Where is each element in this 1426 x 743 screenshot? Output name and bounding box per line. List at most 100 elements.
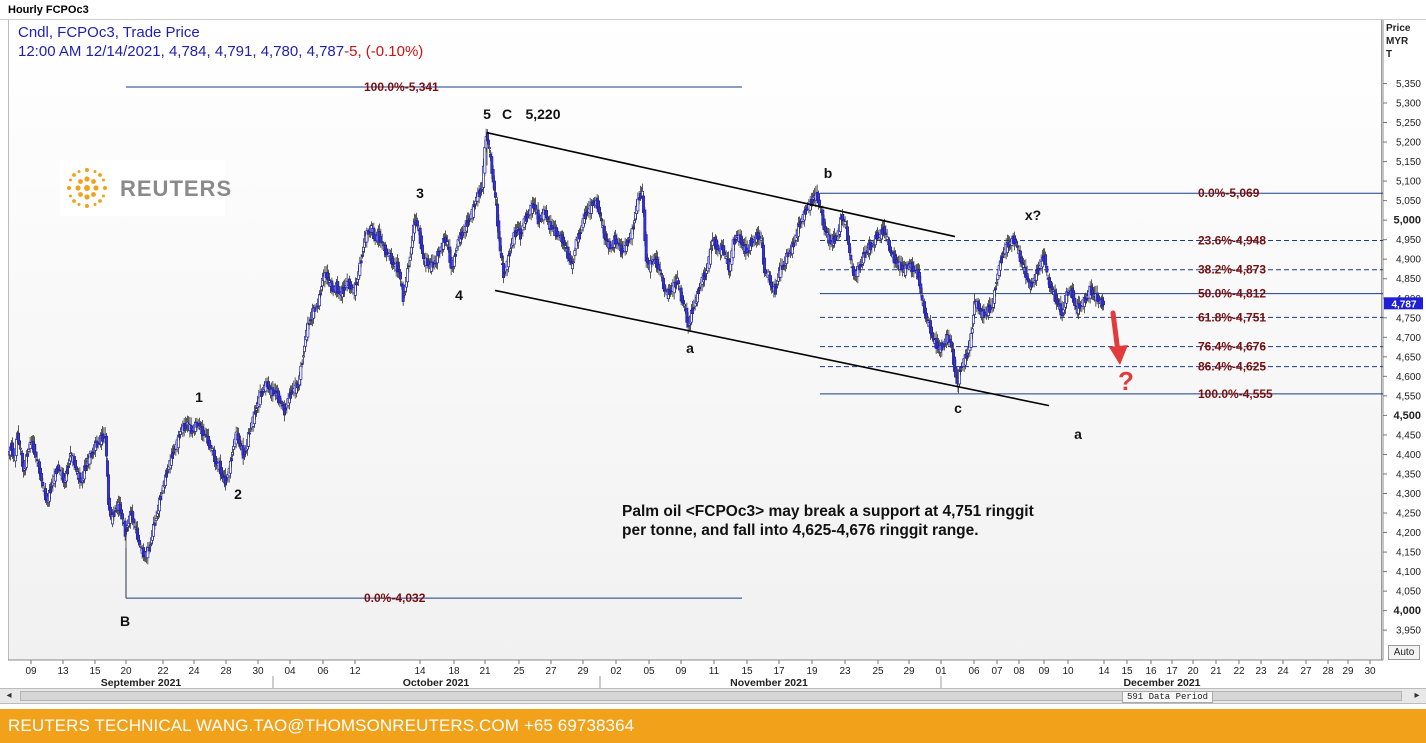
candle-body	[1051, 287, 1054, 290]
candle-body	[249, 428, 252, 430]
candle-body	[454, 253, 457, 257]
candle-body	[239, 443, 242, 447]
candle-body	[508, 253, 511, 257]
candle-body	[773, 283, 777, 295]
candle-body	[534, 204, 537, 210]
candle-body	[488, 147, 491, 149]
time-axis-label: 12	[349, 666, 361, 677]
candle-body	[487, 139, 490, 145]
fib-label-right: 61.8%-4,751	[1198, 310, 1266, 324]
candle-body	[993, 289, 996, 304]
axis-header-unit: T	[1386, 49, 1393, 60]
candle-body	[520, 232, 523, 234]
candle-body	[319, 293, 322, 296]
candle-body	[160, 492, 164, 495]
candle-body	[818, 199, 821, 206]
candle-body	[600, 218, 603, 222]
chart-legend-values: 12:00 AM 12/14/2021, 4,784, 4,791, 4,780…	[18, 43, 423, 60]
month-label: December 2021	[1123, 677, 1200, 689]
price-axis-label: 5,250	[1396, 118, 1421, 129]
candle-body	[677, 280, 680, 285]
time-axis-label: 14	[414, 666, 426, 677]
candle-body	[1044, 254, 1047, 266]
month-label: November 2021	[730, 677, 808, 689]
scroll-thumb[interactable]	[20, 691, 1402, 701]
candle-body	[380, 241, 384, 244]
price-axis-label: 5,350	[1396, 79, 1421, 90]
price-axis-label: 4,900	[1396, 255, 1421, 266]
month-label: October 2021	[403, 677, 470, 689]
candle-body	[40, 473, 43, 482]
time-axis-label: 21	[479, 666, 491, 677]
last-price-marker	[1384, 297, 1423, 310]
fib-label-right: 0.0%-5,069	[1198, 186, 1260, 200]
wave-label: b	[824, 165, 833, 181]
candle-body	[358, 263, 362, 276]
candle-body	[41, 482, 45, 486]
fib-label-right: 76.4%-4,676	[1198, 340, 1266, 354]
time-axis-label: 30	[1364, 666, 1376, 677]
candle-body	[926, 319, 930, 321]
candle-body	[152, 524, 155, 537]
candle-body	[1102, 300, 1105, 306]
candle-body	[724, 256, 728, 259]
candle-body	[154, 517, 158, 521]
footer-text: REUTERS TECHNICAL WANG.TAO@THOMSONREUTER…	[8, 716, 635, 735]
candle-body	[572, 261, 575, 263]
candle-body	[299, 365, 303, 380]
time-scrollbar[interactable]: ◂ ▸	[0, 688, 1426, 704]
candle-body	[449, 256, 453, 269]
candle-body	[842, 219, 846, 222]
time-axis-label: 20	[120, 666, 132, 677]
candle-body	[972, 314, 975, 325]
candle-body	[113, 510, 117, 512]
footer-banner: REUTERS TECHNICAL WANG.TAO@THOMSONREUTER…	[0, 709, 1426, 743]
time-axis-label: 13	[57, 666, 69, 677]
candle-body	[792, 242, 795, 248]
time-axis-label: 28	[1322, 666, 1334, 677]
time-axis-label: 24	[1277, 666, 1289, 677]
fib-label-right: 86.4%-4,625	[1198, 360, 1266, 374]
candle-body	[306, 322, 310, 338]
candle-body	[500, 252, 503, 259]
chart-frame[interactable]	[8, 20, 1382, 660]
candle-body	[57, 464, 60, 471]
candle-body	[498, 237, 502, 252]
candle-body	[406, 268, 409, 283]
time-axis-label: 15	[89, 666, 101, 677]
wave-label: a	[1074, 426, 1082, 442]
time-axis-label: 04	[284, 666, 296, 677]
price-axis-label: 4,950	[1396, 235, 1421, 246]
candle-body	[455, 247, 459, 251]
time-axis-label: 29	[903, 666, 915, 677]
wave-label: c	[954, 400, 962, 416]
price-axis-label: 4,350	[1396, 469, 1421, 480]
last-price-label: 4,787	[1391, 299, 1416, 310]
time-axis-label: 23	[839, 666, 851, 677]
time-axis-label: 01	[935, 666, 947, 677]
price-axis-label: 4,050	[1396, 587, 1421, 598]
wave-label: 4	[455, 287, 463, 303]
time-axis-label: 06	[968, 666, 980, 677]
candle-body	[723, 251, 727, 256]
candle-body	[1037, 268, 1040, 271]
time-axis-label: 24	[188, 666, 200, 677]
chart-legend-series: Cndl, FCPOc3, Trade Price	[18, 24, 200, 41]
reuters-logo-text: REUTERS	[120, 176, 233, 201]
candle-body	[331, 285, 335, 293]
price-axis-label: 5,050	[1396, 196, 1421, 207]
candle-body	[166, 470, 169, 473]
scroll-right-icon[interactable]: ▸	[1414, 690, 1420, 701]
fib-label-right: 23.6%-4,948	[1198, 233, 1266, 247]
candle-body	[650, 260, 654, 265]
auto-scale-button[interactable]: Auto	[1388, 645, 1420, 660]
time-axis-label: 19	[806, 666, 818, 677]
price-axis-label: 4,500	[1393, 410, 1421, 422]
price-axis-label: 5,200	[1396, 138, 1421, 149]
fib-label-left: 100.0%-5,341	[364, 80, 439, 94]
price-axis-label: 4,150	[1396, 548, 1421, 559]
candle-body	[759, 237, 763, 241]
candle-body	[971, 328, 974, 334]
scroll-left-icon[interactable]: ◂	[6, 690, 12, 701]
